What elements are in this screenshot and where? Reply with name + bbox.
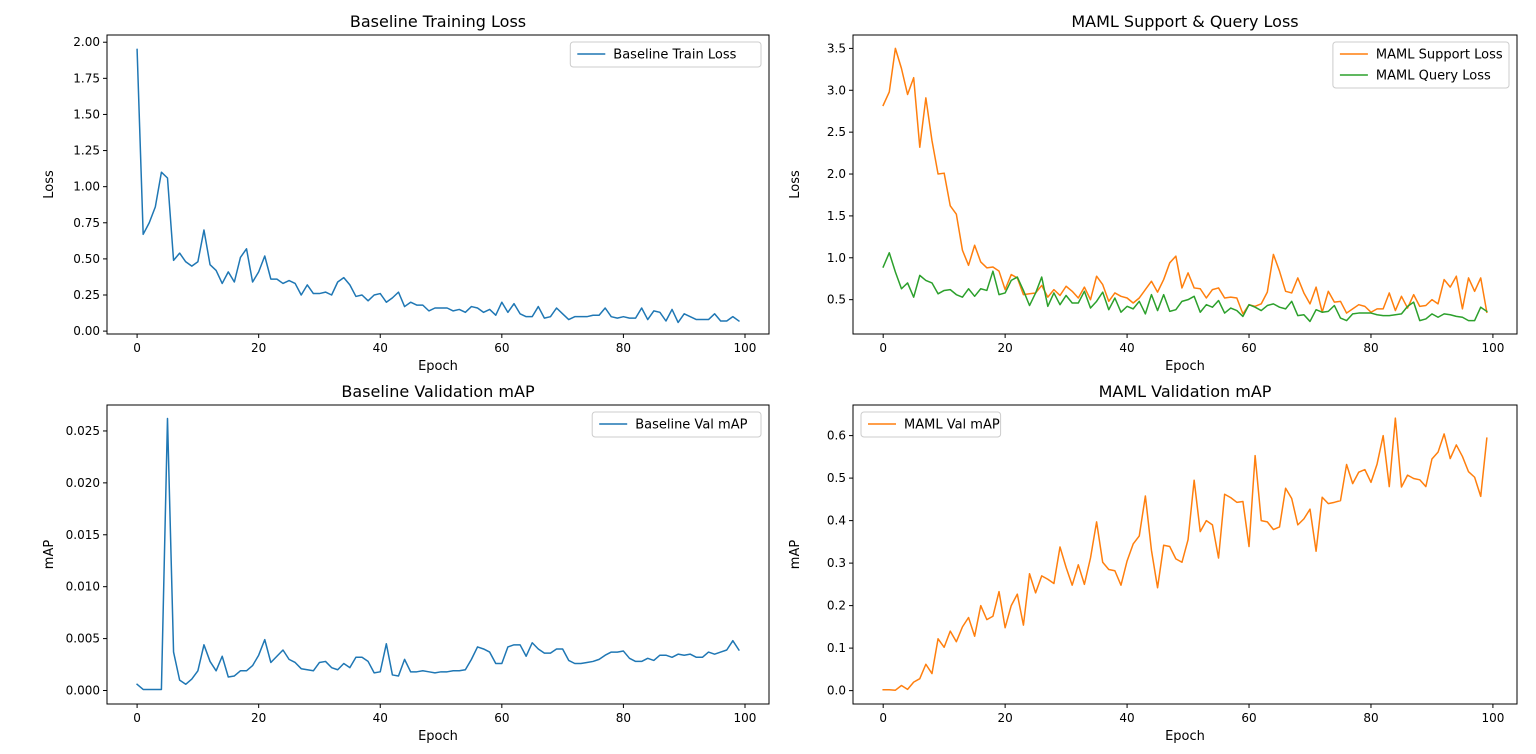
x-tick-label: 100: [1481, 711, 1504, 725]
series-line-baseline-train-loss: [136, 48, 740, 324]
y-axis-label: Loss: [42, 170, 57, 199]
x-tick-label: 40: [1119, 341, 1134, 355]
y-tick-label: 0.015: [66, 528, 100, 542]
legend: Baseline Train Loss: [569, 41, 762, 68]
axes-frame: [852, 404, 1518, 705]
x-tick-label: 0: [133, 711, 141, 725]
legend-box: [860, 411, 1002, 438]
y-tick-label: 1.75: [73, 71, 100, 85]
x-tick-label: 0: [879, 341, 887, 355]
chart-title: MAML Validation mAP: [1099, 382, 1272, 401]
axes-frame: [852, 34, 1518, 335]
legend-box: [1332, 41, 1510, 89]
y-tick-label: 0.1: [827, 641, 846, 655]
y-tick-label: 2.00: [73, 35, 100, 49]
chart-baseline-validation-map: 0 20 40 60 80 100 0.000 0.005 0.010 0.015 0.020 0.0…: [42, 382, 770, 744]
x-axis-label: Epoch: [418, 729, 458, 744]
legend: Baseline Val mAP: [591, 411, 762, 438]
x-tick-label: 60: [1241, 711, 1256, 725]
x-tick-label: 40: [1119, 711, 1134, 725]
y-tick-label: 1.0: [827, 251, 846, 265]
y-tick-label: 0.025: [66, 424, 100, 438]
y-tick-label: 0.5: [827, 293, 846, 307]
y-tick-label: 1.5: [827, 209, 846, 223]
y-tick-label: 0.2: [827, 599, 846, 613]
chart-maml-validation-map: 0 20 40 60 80 100 0.0 0.1 0.2 0.3 0.4 0.5 0.6 MAML Va…: [788, 382, 1518, 744]
y-tick-label: 0.000: [66, 684, 100, 698]
y-tick-label: 1.50: [73, 107, 100, 121]
x-tick-label: 80: [616, 341, 631, 355]
x-axis-label: Epoch: [1165, 359, 1205, 374]
x-tick-label: 20: [997, 711, 1012, 725]
x-tick-label: 0: [879, 711, 887, 725]
legend-entry: MAML Query Loss: [1376, 69, 1491, 84]
y-tick-label: 0.0: [827, 684, 846, 698]
y-tick-label: 0.4: [827, 514, 846, 528]
series-line-maml-query-loss: [882, 252, 1488, 323]
chart-baseline-training-loss: 0 20 40 60 80 100 0.00 0.25 0.50 0.75 1.00 1.25 1.50…: [42, 12, 770, 374]
y-tick-label: 2.5: [827, 125, 846, 139]
y-tick-label: 0.25: [73, 288, 100, 302]
y-tick-label: 0.3: [827, 556, 846, 570]
y-tick-label: 0.75: [73, 216, 100, 230]
y-tick-label: 2.0: [827, 167, 846, 181]
legend-entry: Baseline Train Loss: [613, 48, 736, 63]
y-tick-label: 1.25: [73, 144, 100, 158]
axes-frame: [106, 404, 770, 705]
y-axis-label: Loss: [788, 170, 803, 199]
x-tick-label: 60: [494, 341, 509, 355]
series-line-baseline-val-map: [136, 417, 740, 691]
legend-box: [569, 41, 762, 68]
x-tick-label: 20: [251, 341, 266, 355]
x-axis-label: Epoch: [418, 359, 458, 374]
x-axis-label: Epoch: [1165, 729, 1205, 744]
x-tick-label: 80: [1363, 341, 1378, 355]
chart-title: MAML Support & Query Loss: [1071, 12, 1298, 31]
y-tick-label: 3.5: [827, 41, 846, 55]
x-tick-label: 40: [373, 341, 388, 355]
x-tick-label: 60: [494, 711, 509, 725]
legend: MAML Val mAP: [860, 411, 1002, 438]
series-line-maml-support-loss: [882, 47, 1488, 315]
y-tick-label: 0.020: [66, 476, 100, 490]
x-tick-label: 0: [133, 341, 141, 355]
y-axis-label: mAP: [788, 540, 803, 570]
x-tick-label: 20: [997, 341, 1012, 355]
y-tick-label: 0.50: [73, 252, 100, 266]
y-tick-label: 0.5: [827, 471, 846, 485]
x-tick-label: 60: [1241, 341, 1256, 355]
y-tick-label: 1.00: [73, 180, 100, 194]
x-tick-label: 100: [1481, 341, 1504, 355]
y-tick-label: 0.6: [827, 429, 846, 443]
x-tick-label: 100: [734, 711, 757, 725]
legend: MAML Support Loss MAML Query Loss: [1332, 41, 1510, 89]
x-tick-label: 80: [616, 711, 631, 725]
x-tick-label: 20: [251, 711, 266, 725]
x-tick-label: 40: [373, 711, 388, 725]
legend-entry: MAML Val mAP: [904, 418, 1000, 433]
y-axis-label: mAP: [42, 540, 57, 570]
x-tick-label: 80: [1363, 711, 1378, 725]
x-tick-label: 100: [734, 341, 757, 355]
chart-title: Baseline Validation mAP: [341, 382, 535, 401]
chart-maml-support-query-loss: 0 20 40 60 80 100 0.5 1.0 1.5 2.0 2.5 3.0 3.5 MAML Su…: [788, 12, 1518, 374]
y-tick-label: 0.005: [66, 632, 100, 646]
chart-title: Baseline Training Loss: [350, 12, 526, 31]
axes-frame: [106, 34, 770, 335]
legend-entry: MAML Support Loss: [1376, 48, 1503, 63]
legend-box: [591, 411, 762, 438]
y-tick-label: 3.0: [827, 83, 846, 97]
y-tick-label: 0.010: [66, 580, 100, 594]
y-tick-label: 0.00: [73, 324, 100, 338]
series-line-maml-val-map: [882, 417, 1488, 691]
legend-entry: Baseline Val mAP: [635, 418, 747, 433]
